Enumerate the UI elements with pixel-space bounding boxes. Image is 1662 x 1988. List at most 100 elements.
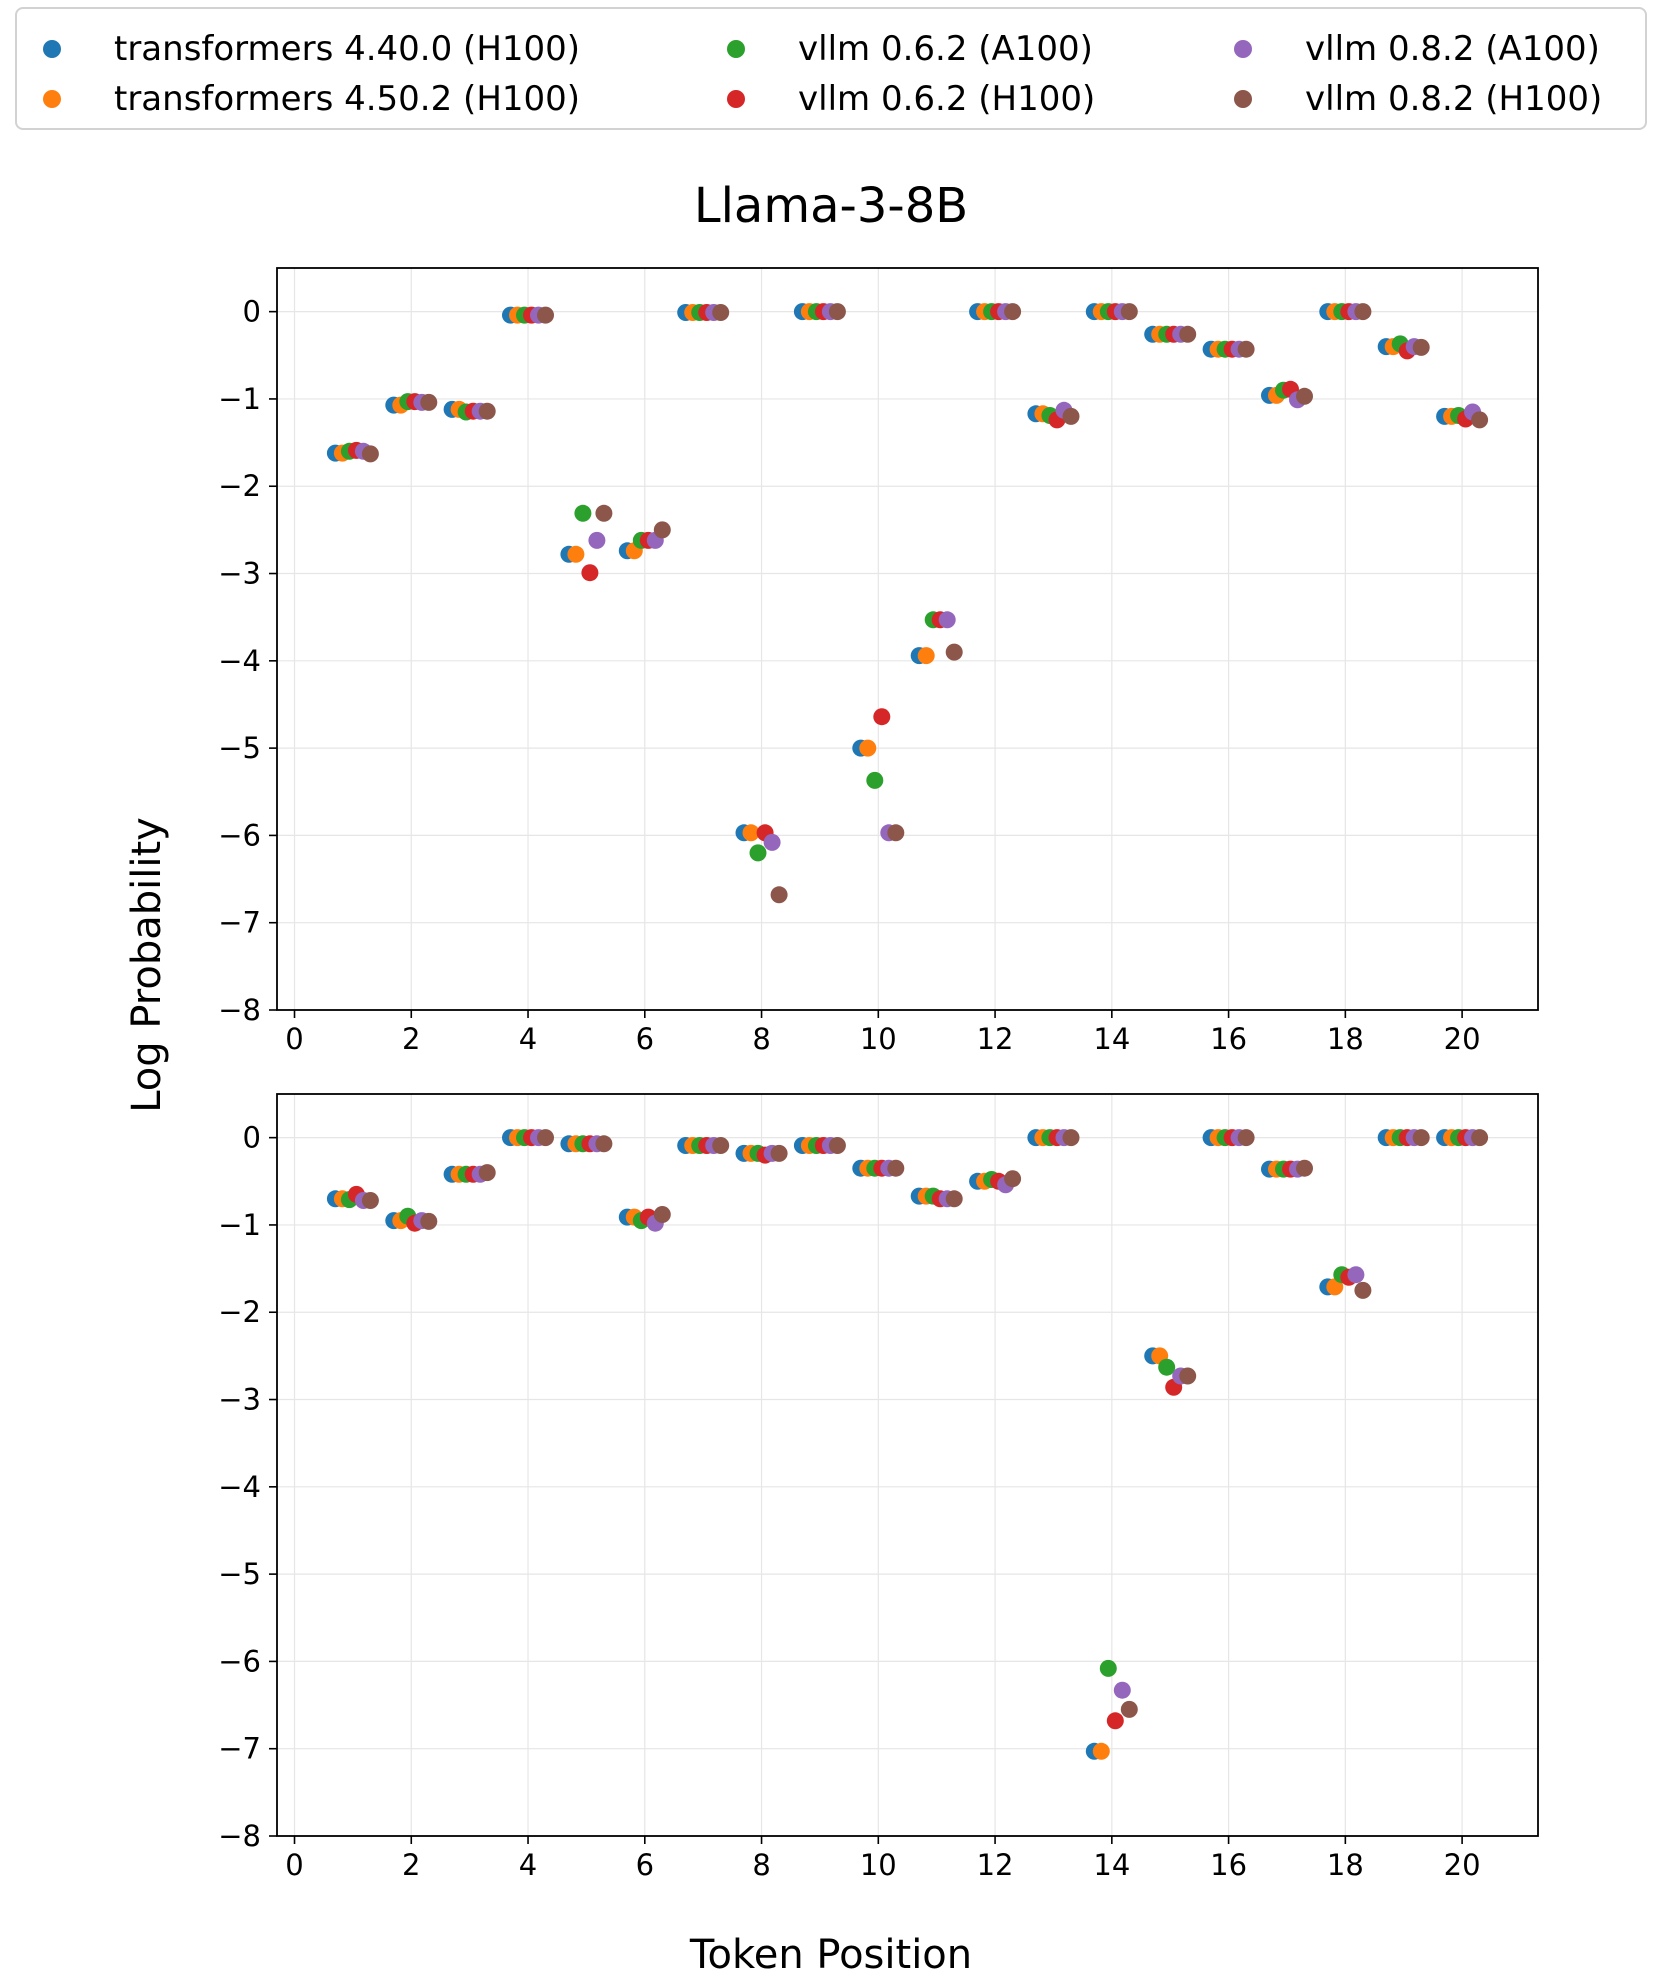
panel-2: 0 2 4 6 8 10 12 14 16 18 20 0 −1 −2 −3 −4 −5 −6 −7 −8 [218,1093,1539,1882]
x-tick-label: 14 [1093,1022,1130,1056]
legend-marker [43,90,61,108]
data-point [1062,407,1080,425]
y-tick-label: −8 [218,993,261,1027]
legend-marker [1234,90,1252,108]
x-tick-label: 6 [636,1848,654,1882]
y-tick-label: −4 [218,1470,261,1504]
x-tick-label: 12 [977,1848,1014,1882]
y-tick-label: −5 [218,1557,261,1591]
y-tick-label: −7 [218,1732,261,1766]
data-point [1120,1700,1138,1718]
legend: transformers 4.40.0 (H100) transformers 4… [15,7,1647,130]
data-point [1158,1358,1176,1376]
data-point [1179,325,1197,343]
y-tick-label: −8 [218,1819,261,1853]
legend-label: vllm 0.8.2 (H100) [1305,79,1603,119]
x-tick-label: 20 [1444,1022,1481,1056]
x-tick-label: 10 [860,1022,897,1056]
data-point [361,445,379,463]
data-point [887,1159,905,1177]
y-tick-label: 0 [243,295,261,329]
legend-marker [727,90,745,108]
legend-item: vllm 0.8.2 (H100) [1234,79,1602,119]
data-point [478,1164,496,1182]
x-tick-label: 18 [1327,1848,1364,1882]
data-point [420,393,438,411]
data-point [653,521,671,539]
data-point [1004,303,1022,321]
data-point [574,504,592,522]
data-point [712,304,730,321]
x-tick-label: 8 [752,1022,770,1056]
data-points [326,1129,1489,1760]
x-tick-label: 16 [1210,1022,1247,1056]
x-tick-label: 2 [402,1022,420,1056]
legend-item: vllm 0.6.2 (A100) [727,29,1093,69]
legend-item: transformers 4.40.0 (H100) [43,29,580,69]
data-point [478,402,496,420]
legend-label: transformers 4.40.0 (H100) [114,29,581,69]
data-point [1296,387,1313,405]
x-tick-label: 20 [1444,1848,1481,1882]
data-point [1471,411,1489,429]
data-point [742,824,760,842]
legend-marker [43,40,61,58]
plot-frame [276,267,1539,1011]
legend-item: vllm 0.8.2 (A100) [1234,29,1600,69]
y-tick-label: −3 [218,1383,261,1417]
data-point [567,545,585,563]
data-point [588,531,606,549]
x-tick-label: 12 [977,1022,1014,1056]
data-point [1471,1129,1489,1147]
data-point [1120,303,1138,321]
data-points [326,303,1489,904]
x-tick-label: 10 [860,1848,897,1882]
x-tick-label: 18 [1327,1022,1364,1056]
y-tick-label: −1 [218,382,261,416]
data-point [361,1192,379,1209]
legend-label: transformers 4.50.2 (H100) [114,79,581,119]
x-tick-label: 4 [519,1022,537,1056]
data-point [1062,1129,1080,1147]
data-point [595,1135,613,1153]
data-point [749,844,767,862]
data-point [537,1129,554,1147]
data-point [1296,1159,1313,1177]
y-tick-label: −5 [218,731,261,765]
data-point [653,1206,671,1223]
x-axis-label: Token Position [689,1932,972,1978]
legend-marker [727,40,745,58]
data-point [1347,1266,1365,1284]
y-tick-label: 0 [243,1121,261,1155]
data-point [887,824,905,842]
legend-item: transformers 4.50.2 (H100) [43,79,580,119]
legend-label: vllm 0.6.2 (H100) [798,79,1096,119]
plot-frame [276,1093,1539,1837]
x-tick-label: 8 [752,1848,770,1882]
data-point [1354,1281,1372,1299]
legend-label: vllm 0.8.2 (A100) [1305,29,1600,69]
data-point [763,833,781,851]
data-point [537,306,554,324]
data-point [873,708,891,726]
y-axis-label: Log Probability [124,817,170,1113]
data-point [938,611,956,629]
legend-label: vllm 0.6.2 (A100) [798,29,1093,69]
y-tick-label: −1 [218,1208,261,1242]
x-tick-label: 4 [519,1848,537,1882]
y-tick-label: −4 [218,644,261,678]
data-point [1412,1129,1430,1147]
data-point [595,504,613,522]
data-point [1354,303,1372,321]
data-point [420,1212,438,1230]
data-point [945,1190,963,1208]
data-point [770,1144,788,1162]
y-tick-label: −2 [218,469,261,503]
data-point [1237,340,1255,358]
x-tick-label: 16 [1210,1848,1247,1882]
y-tick-label: −6 [218,1644,261,1678]
data-point [1092,1742,1110,1760]
data-point [917,647,935,665]
data-point [1237,1129,1255,1147]
